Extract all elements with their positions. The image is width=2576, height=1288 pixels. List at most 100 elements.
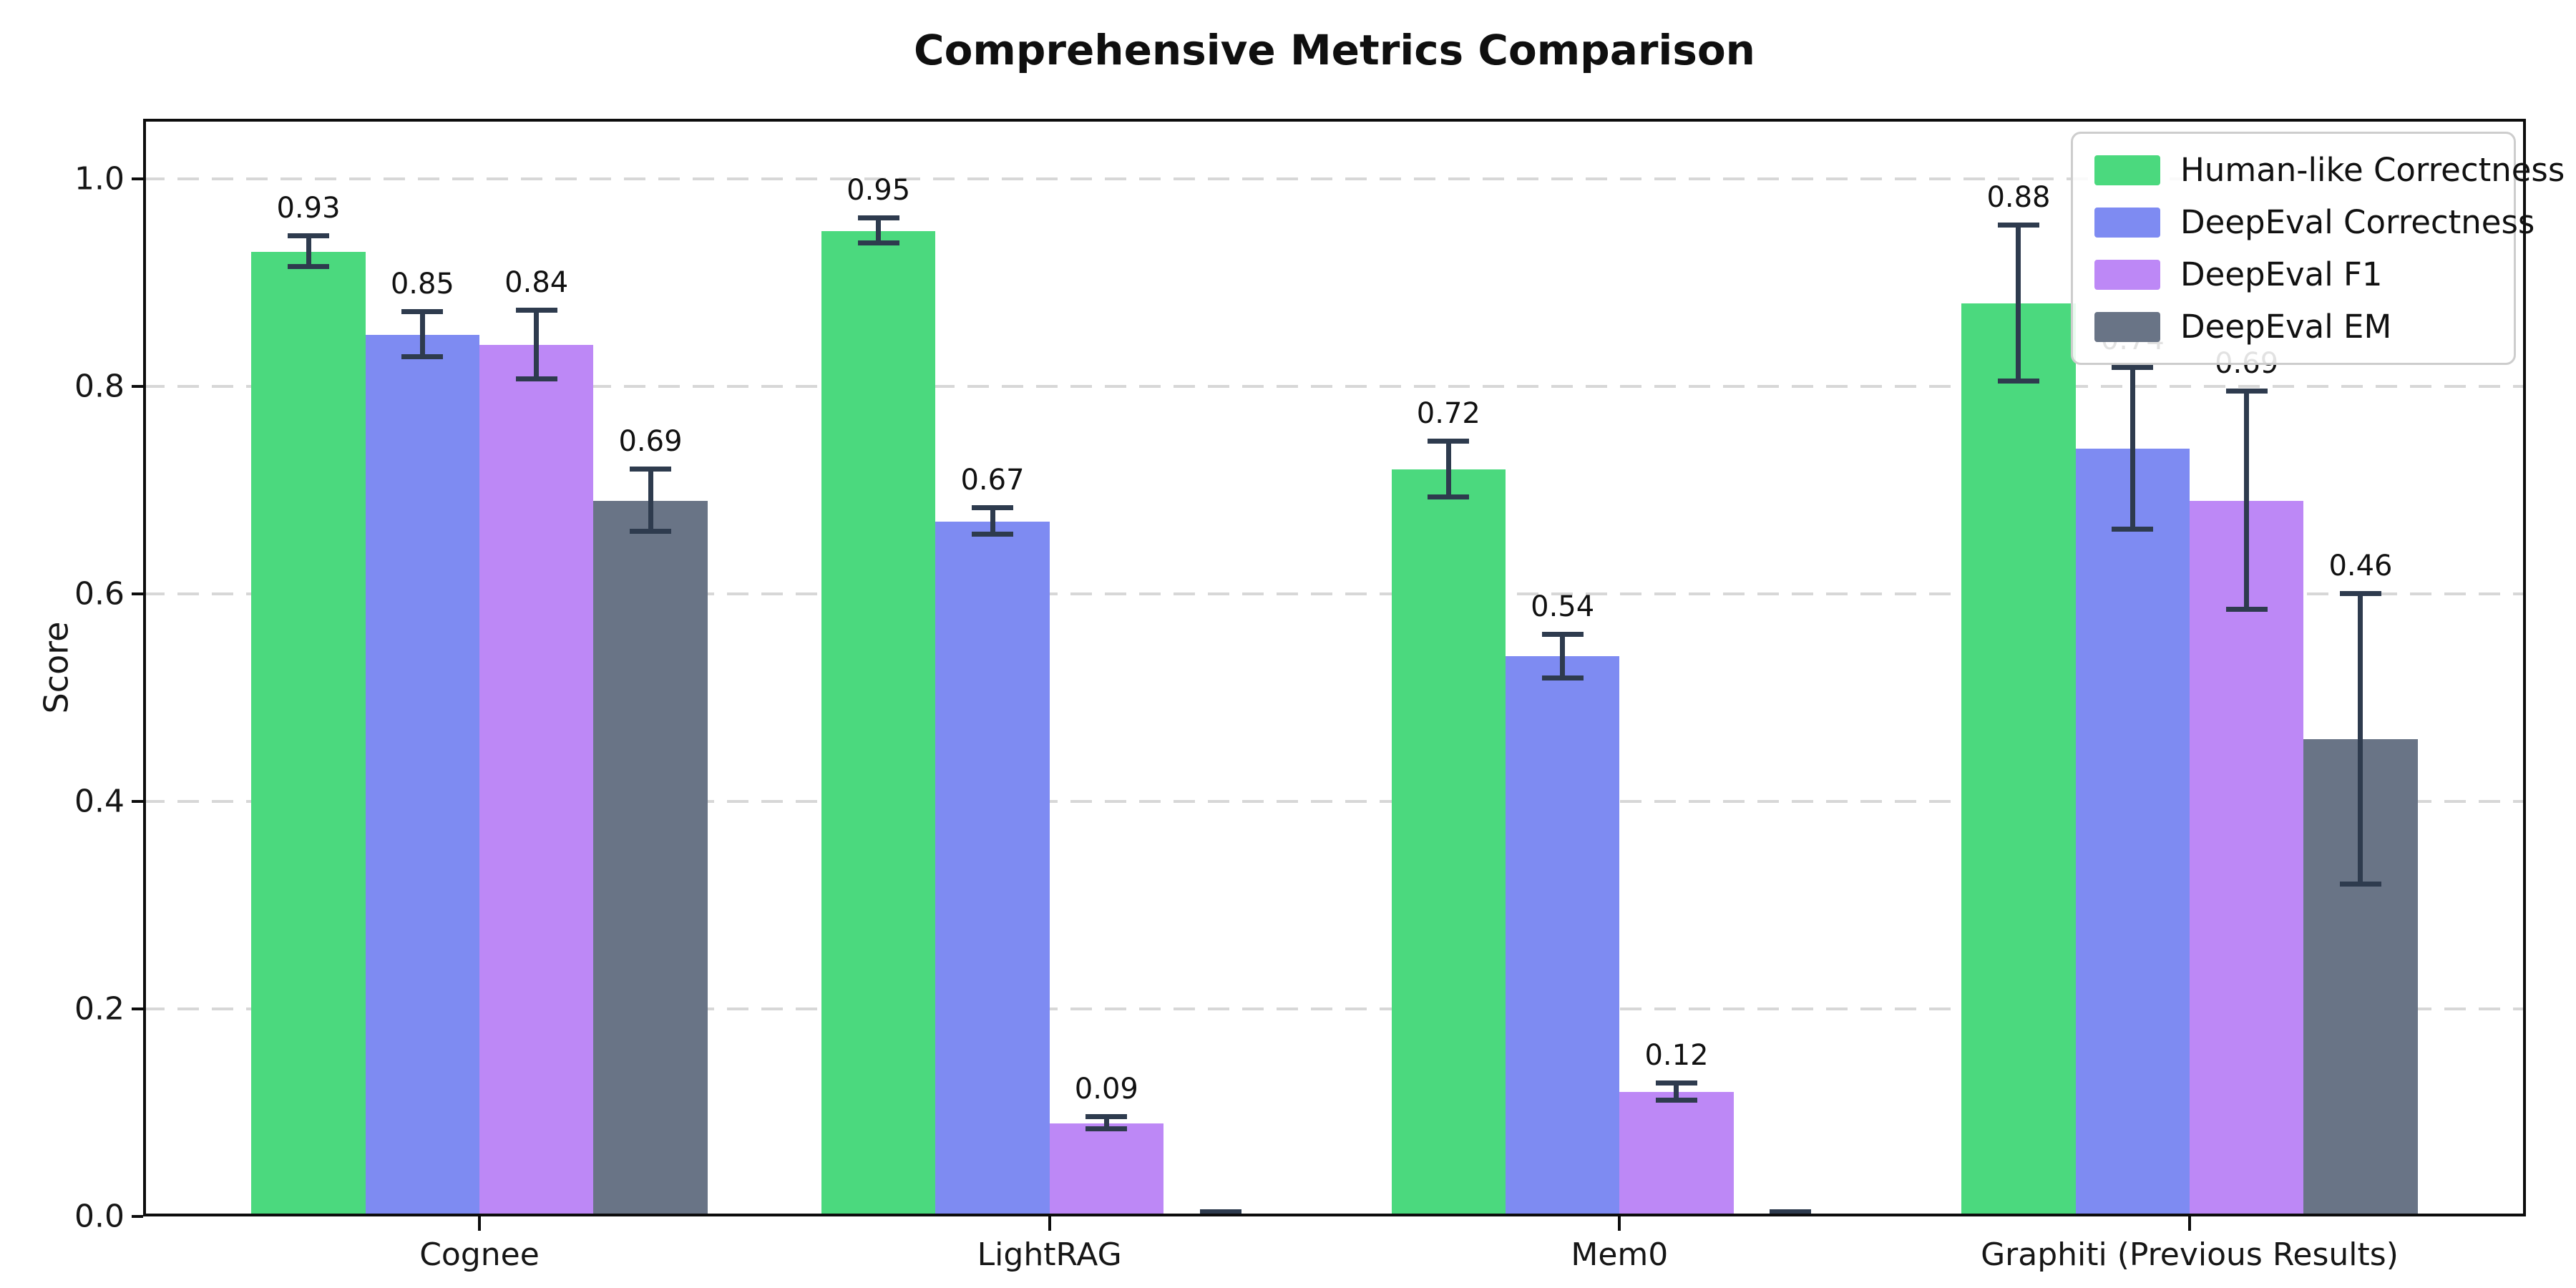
chart-title: Comprehensive Metrics Comparison: [914, 26, 1755, 74]
error-bar: [1445, 441, 1451, 498]
bar-value-label: 0.12: [1644, 1039, 1709, 1073]
bar-value-label: 0.93: [276, 191, 341, 225]
bar-value-label: 0.67: [960, 463, 1025, 497]
y-tick-mark: [132, 1215, 143, 1218]
legend-swatch: [2094, 207, 2160, 238]
y-tick-label: 0.0: [74, 1198, 125, 1235]
error-bar: [1560, 634, 1566, 678]
error-bar-cap-top: [972, 504, 1013, 510]
bar: [821, 230, 936, 1216]
y-tick-mark: [132, 800, 143, 804]
legend-item: Human-like Correctness: [2094, 151, 2565, 189]
y-tick-mark: [132, 385, 143, 389]
error-bar-cap-bottom: [857, 240, 899, 245]
bar-value-label: 0.72: [1416, 396, 1480, 430]
x-tick-label: LightRAG: [977, 1236, 1122, 1273]
bar-value-label: 0.69: [618, 425, 683, 459]
bar-value-label: 0.85: [390, 267, 454, 301]
y-tick-label: 0.2: [74, 990, 125, 1028]
y-tick-label: 0.4: [74, 783, 125, 820]
bar: [1961, 303, 2076, 1216]
legend-swatch: [2094, 311, 2160, 342]
bar-value-label: 0.84: [504, 266, 569, 300]
bar-value-label: 0.46: [2328, 550, 2393, 583]
gridline: [143, 177, 2526, 181]
bar: [1619, 1092, 1734, 1216]
bar: [2075, 449, 2190, 1216]
error-bar-cap-top: [2225, 389, 2268, 394]
legend-label: DeepEval F1: [2180, 255, 2383, 293]
legend: Human-like Correctness DeepEval Correctne…: [2071, 132, 2565, 365]
error-bar-cap-top: [1770, 1209, 1812, 1215]
error-bar-cap-top: [1997, 223, 2039, 228]
bar: [365, 334, 480, 1216]
error-bar-cap-bottom: [1655, 1097, 1697, 1103]
error-bar: [648, 469, 653, 532]
error-bar-cap-top: [2339, 591, 2381, 597]
error-bar: [2129, 368, 2135, 530]
legend-swatch: [2094, 155, 2160, 185]
error-bar-cap-top: [1428, 438, 1470, 444]
y-tick-mark: [132, 592, 143, 596]
error-bar: [2016, 225, 2021, 381]
gridline: [143, 385, 2526, 389]
error-bar-cap-top: [515, 308, 557, 313]
y-axis-label: Score: [36, 621, 76, 714]
error-bar-cap-bottom: [401, 354, 444, 360]
error-bar: [2358, 594, 2363, 885]
gridline: [143, 592, 2526, 596]
error-bar-cap-top: [1655, 1080, 1697, 1086]
error-bar-cap-top: [1085, 1113, 1128, 1119]
bar: [1505, 656, 1620, 1216]
error-bar-cap-top: [401, 308, 444, 314]
x-tick-mark: [2187, 1216, 2191, 1231]
bar: [935, 521, 1050, 1216]
y-tick-label: 1.0: [74, 160, 125, 197]
gridline: [143, 1008, 2526, 1011]
bar-value-label: 0.88: [1986, 181, 2051, 215]
error-bar-cap-bottom: [1085, 1126, 1128, 1132]
error-bar-cap-bottom: [2225, 606, 2268, 612]
error-bar-cap-top: [1541, 631, 1584, 637]
y-tick-mark: [132, 1008, 143, 1011]
error-bar: [1103, 1116, 1109, 1130]
error-bar-cap-bottom: [2339, 882, 2381, 887]
bar-value-label: 0.54: [1531, 590, 1595, 623]
bar-value-label: 0.95: [847, 174, 911, 208]
error-bar: [990, 507, 995, 535]
error-bar-cap-top: [1199, 1209, 1241, 1215]
error-bar-cap-bottom: [1997, 378, 2039, 384]
bar: [2189, 500, 2304, 1216]
error-bar-cap-bottom: [972, 532, 1013, 537]
error-bar: [1674, 1083, 1679, 1101]
bar: [1391, 469, 1506, 1216]
y-tick-mark: [132, 177, 143, 181]
error-bar-cap-top: [857, 215, 899, 221]
legend-label: DeepEval EM: [2180, 308, 2392, 346]
error-bar: [419, 311, 425, 358]
plot-area: 0.930.950.720.880.850.670.540.740.840.09…: [143, 119, 2526, 1216]
x-tick-mark: [1618, 1216, 1621, 1231]
error-bar-cap-bottom: [1428, 494, 1470, 500]
bar: [1049, 1123, 1163, 1216]
legend-item: DeepEval F1: [2094, 255, 2492, 293]
y-tick-label: 0.8: [74, 368, 125, 405]
error-bar-cap-bottom: [1541, 675, 1584, 680]
error-bar: [876, 218, 882, 243]
y-tick-label: 0.6: [74, 575, 125, 613]
error-bar: [306, 235, 311, 268]
x-tick-label: Mem0: [1571, 1236, 1669, 1273]
error-bar-cap-bottom: [630, 529, 672, 535]
x-tick-mark: [1048, 1216, 1051, 1231]
gridline: [143, 800, 2526, 804]
x-tick-mark: [478, 1216, 482, 1231]
error-bar: [2244, 391, 2250, 610]
bar: [479, 345, 594, 1216]
legend-label: DeepEval Correctness: [2180, 203, 2535, 241]
legend-item: DeepEval EM: [2094, 308, 2492, 346]
bar: [251, 251, 366, 1216]
error-bar-cap-bottom: [2112, 527, 2154, 532]
x-tick-label: Graphiti (Previous Results): [1981, 1236, 2399, 1273]
error-bar: [534, 311, 540, 379]
